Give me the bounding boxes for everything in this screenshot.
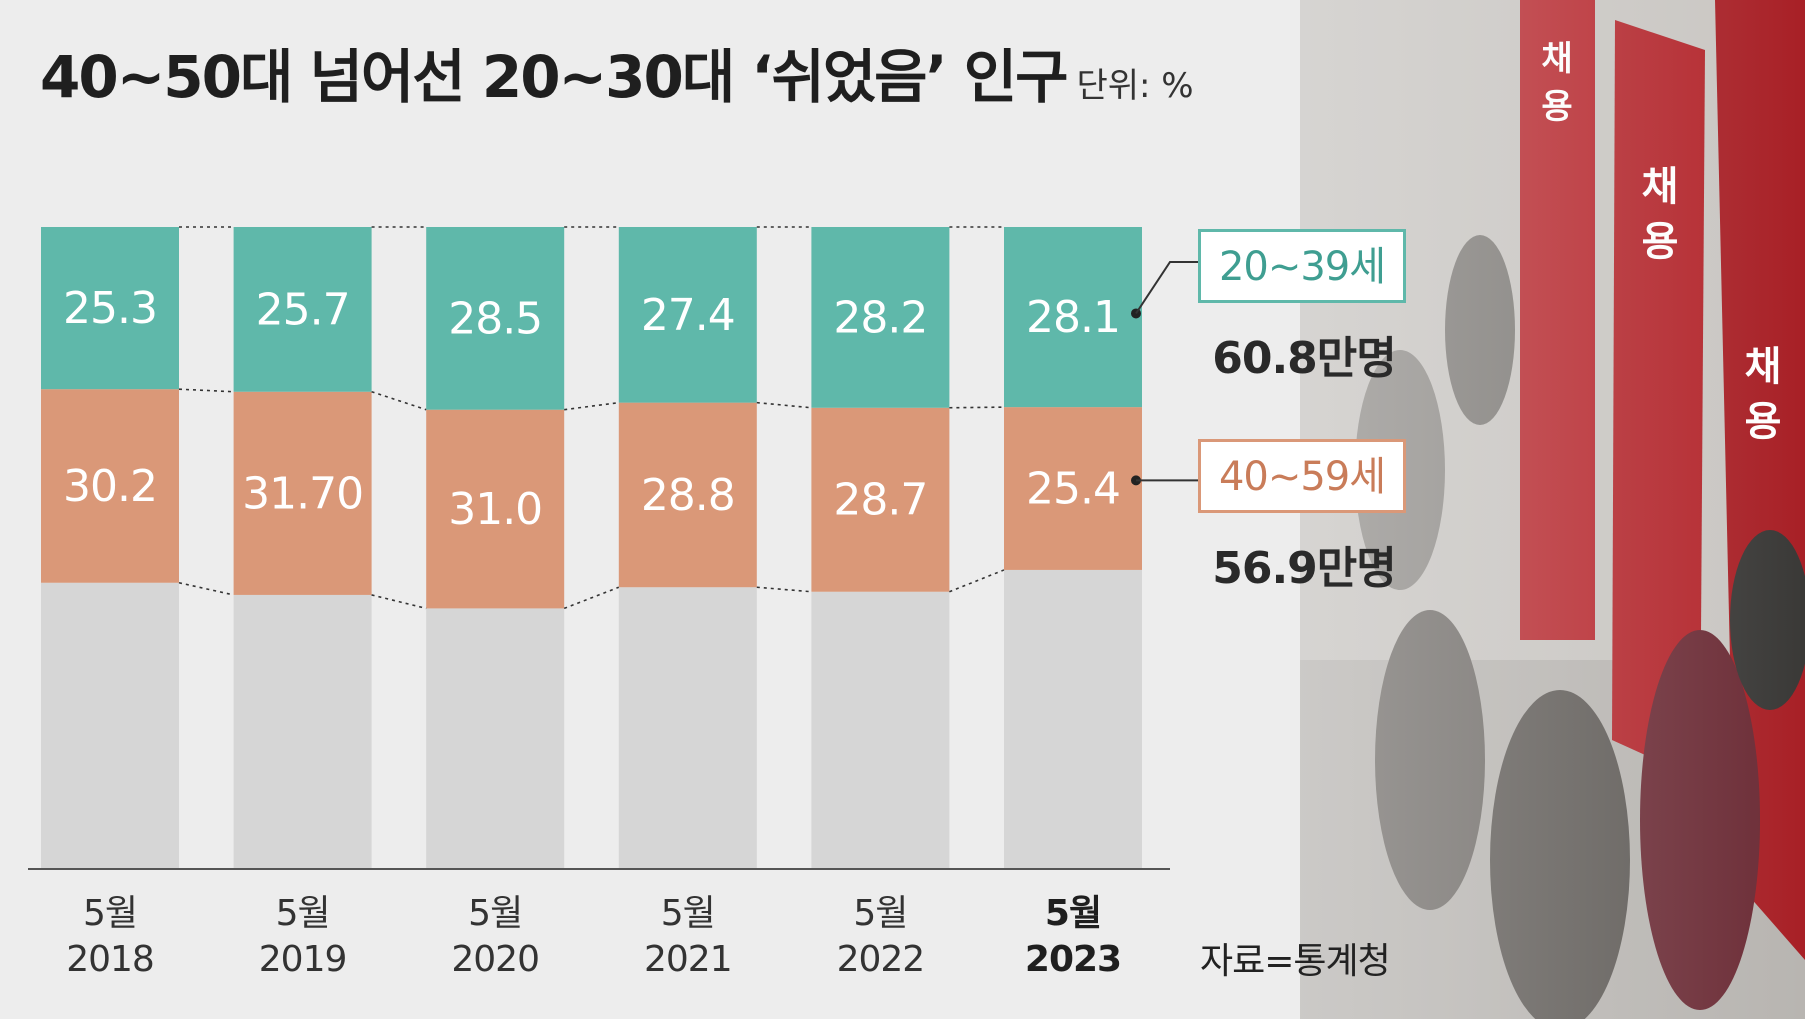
legend-old: 40~59세	[1198, 439, 1406, 513]
bar-young-0	[41, 227, 179, 390]
value-young-1: 25.7	[256, 284, 350, 335]
legend-old-total: 56.9만명	[1212, 543, 1397, 594]
bar-rest-5	[1004, 569, 1142, 868]
connector-lines	[178, 226, 1005, 610]
bar-young-2	[426, 227, 565, 410]
unit-label: 단위: %	[1076, 66, 1194, 106]
bars-group	[41, 227, 1142, 868]
bar-rest-1	[233, 594, 372, 868]
value-old-1: 31.70	[242, 468, 363, 519]
bar-old-3	[618, 402, 757, 588]
bar-young-1	[233, 227, 372, 392]
value-old-5: 25.4	[1026, 464, 1120, 515]
x-tick-label-1-1: 2019	[259, 939, 347, 980]
bar-old-4	[811, 407, 950, 592]
x-tick-label-2-0: 5월	[468, 893, 522, 934]
bar-old-5	[1004, 407, 1142, 570]
value-old-0: 30.2	[63, 461, 157, 512]
bar-rest-3	[618, 587, 757, 868]
connector-low-4	[949, 569, 1005, 593]
value-old-4: 28.7	[833, 475, 927, 526]
bar-rest-2	[426, 608, 565, 868]
legend-young-leader	[1135, 261, 1198, 315]
value-old-2: 31.0	[448, 484, 542, 535]
value-labels: 25.3 30.2 25.7 31.70 28.5 31.0 27.4 28.8 28.2 28.…	[63, 283, 1121, 535]
x-tick-label-2-1: 2020	[451, 939, 539, 980]
value-young-5: 28.1	[1026, 292, 1120, 343]
value-young-3: 27.4	[641, 290, 735, 341]
source-note: 자료=통계청	[1200, 941, 1391, 982]
bar-young-3	[618, 227, 757, 403]
value-old-3: 28.8	[641, 470, 735, 521]
x-tick-label-3-1: 2021	[644, 939, 732, 980]
bar-rest-0	[41, 582, 179, 868]
x-tick-label-4-0: 5월	[853, 893, 907, 934]
bar-old-1	[233, 391, 372, 595]
legend-young: 20~39세	[1198, 229, 1406, 303]
value-young-4: 28.2	[833, 292, 927, 343]
connector-low-2	[563, 586, 620, 610]
connector-low-3	[756, 586, 812, 593]
page-title: 40~50대 넘어선 20~30대 ‘쉬었음’ 인구 단위: %	[40, 30, 1194, 114]
bar-young-4	[811, 227, 950, 408]
connector-mid-4	[949, 406, 1005, 409]
x-tick-label-0-1: 2018	[66, 939, 154, 980]
connector-mid-0	[178, 388, 234, 393]
connector-mid-3	[756, 401, 812, 409]
bar-old-0	[41, 389, 179, 583]
x-tick-label-0-0: 5월	[83, 893, 137, 934]
value-young-2: 28.5	[448, 293, 542, 344]
connector-mid-1	[371, 390, 427, 411]
connector-low-0	[178, 581, 234, 596]
x-tick-label-5-0: 5월	[1045, 893, 1101, 934]
x-tick-label-1-0: 5월	[276, 893, 330, 934]
x-axis: 5월 2018 5월 2019 5월 2020 5월 2021 5월 2022 5월 2023	[28, 868, 1170, 980]
connector-mid-2	[564, 401, 619, 411]
bar-rest-4	[811, 591, 950, 868]
value-young-0: 25.3	[63, 283, 157, 334]
bar-old-2	[426, 409, 565, 609]
bar-young-5	[1004, 227, 1142, 408]
title-text: 40~50대 넘어선 20~30대 ‘쉬었음’ 인구	[40, 43, 1068, 111]
legend-leader-lines	[1131, 261, 1198, 486]
legend-young-total: 60.8만명	[1212, 333, 1397, 384]
connector-low-1	[371, 594, 427, 610]
x-tick-label-3-0: 5월	[661, 893, 715, 934]
x-tick-label-4-1: 2022	[837, 939, 925, 980]
x-tick-label-5-1: 2023	[1025, 939, 1121, 980]
